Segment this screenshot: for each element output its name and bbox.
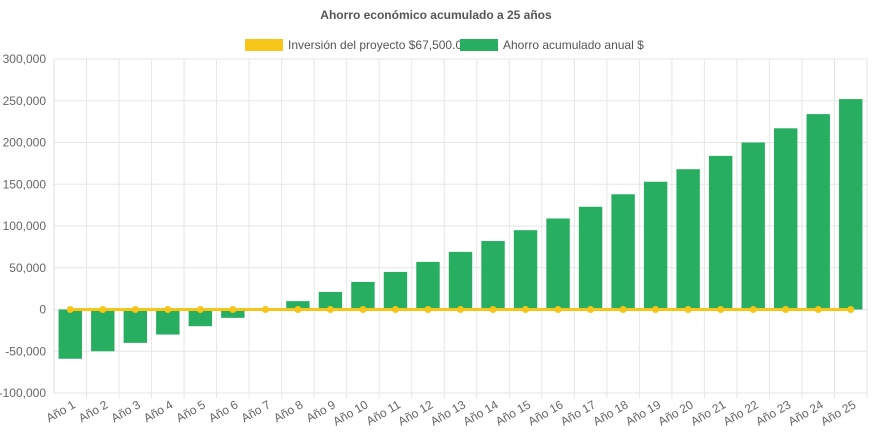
y-tick-label: 100,000 [3,219,47,233]
line-point[interactable] [326,306,334,313]
bar[interactable] [123,309,148,343]
line-point[interactable] [717,306,725,313]
line-point[interactable] [66,306,74,313]
x-tick-label: Año 19 [623,397,663,428]
line-point[interactable] [294,306,302,313]
x-tick-label: Año 21 [688,397,728,428]
y-tick-label: -50,000 [5,344,46,358]
line-point[interactable] [814,306,822,313]
chart-title: Ahorro económico acumulado a 25 años [320,8,552,22]
bar[interactable] [416,261,440,310]
bar[interactable] [221,309,245,318]
x-tick-label: Año 22 [721,397,761,428]
line-point[interactable] [652,306,660,313]
y-tick-label: 300,000 [3,52,47,66]
x-tick-label: Año 17 [558,397,598,428]
bar[interactable] [773,128,798,310]
x-tick-label: Año 10 [330,397,370,428]
x-tick-label: Año 11 [364,397,403,428]
x-tick-label: Año 6 [206,397,240,425]
line-point[interactable] [131,306,139,313]
line-point[interactable] [391,306,399,313]
bar[interactable] [351,281,375,310]
x-tick-label: Año 24 [786,397,826,428]
line-point[interactable] [359,306,367,313]
legend-item-ahorro[interactable]: Ahorro acumulado anual $ [460,38,644,52]
bar[interactable] [578,206,603,310]
legend-item-inversion-label: Inversión del proyecto $67,500.00 [288,38,469,52]
y-tick-label: 200,000 [3,136,47,150]
bar[interactable] [448,251,473,310]
legend-item-ahorro-label: Ahorro acumulado anual $ [503,38,644,52]
bar[interactable] [513,230,538,310]
bar[interactable] [839,99,863,310]
x-tick-label: Año 3 [109,397,143,425]
bar[interactable] [611,194,635,310]
line-point[interactable] [99,306,107,313]
x-tick-label: Año 7 [239,397,273,425]
x-tick-label: Año 4 [141,397,175,425]
line-point[interactable] [261,306,269,313]
bar-series [58,99,863,359]
legend-item-inversion[interactable]: Inversión del proyecto $67,500.00 [245,38,469,52]
y-axis-ticks: -100,000 -50,000 0 50,000 100,000 150,000 200,… [0,52,46,400]
line-point[interactable] [847,306,855,313]
y-tick-label: 250,000 [3,94,47,108]
bar[interactable] [286,301,310,310]
line-point[interactable] [229,306,237,313]
x-tick-label: Año 18 [591,397,631,428]
line-point[interactable] [457,306,464,313]
line-point[interactable] [196,306,204,313]
line-point[interactable] [554,306,562,313]
x-tick-label: Año 12 [396,397,436,428]
bar[interactable] [91,309,115,352]
bar[interactable] [546,218,570,310]
line-point[interactable] [489,306,497,313]
bar[interactable] [58,309,82,359]
line-point[interactable] [684,306,692,313]
x-tick-label: Año 2 [76,397,110,425]
y-tick-label: 150,000 [3,177,47,191]
x-tick-label: Año 25 [818,397,858,428]
bar[interactable] [708,155,733,310]
line-series [66,306,855,313]
legend: Inversión del proyecto $67,500.00 Ahorro … [245,38,644,52]
line-point[interactable] [749,306,757,313]
line-point[interactable] [782,306,790,313]
x-tick-label: Año 20 [656,397,696,428]
x-tick-label: Año 14 [461,397,501,428]
legend-item-inversion-swatch [245,39,283,51]
y-tick-label: 50,000 [9,261,46,275]
x-tick-label: Año 13 [428,397,468,428]
gridlines [53,58,868,398]
x-tick-label: Año 16 [526,397,566,428]
bar[interactable] [806,114,830,310]
x-tick-label: Año 23 [753,397,793,428]
bar[interactable] [188,309,213,327]
x-tick-label: Año 15 [493,397,533,428]
bar[interactable] [741,142,765,310]
bar[interactable] [676,169,700,310]
x-tick-label: Año 1 [44,397,78,425]
y-tick-label: 0 [39,303,46,317]
legend-item-ahorro-swatch [460,39,498,51]
bar[interactable] [318,291,343,310]
x-tick-label: Año 8 [271,397,305,425]
bar[interactable] [481,241,505,310]
line-point[interactable] [587,306,595,313]
bar[interactable] [383,271,408,310]
x-tick-label: Año 5 [174,397,208,425]
line-point[interactable] [522,306,530,313]
line-point[interactable] [164,306,172,313]
bar[interactable] [643,181,668,310]
y-tick-label: -100,000 [0,386,46,400]
bar[interactable] [156,309,180,335]
line-point[interactable] [424,306,432,313]
line-point[interactable] [619,306,627,313]
